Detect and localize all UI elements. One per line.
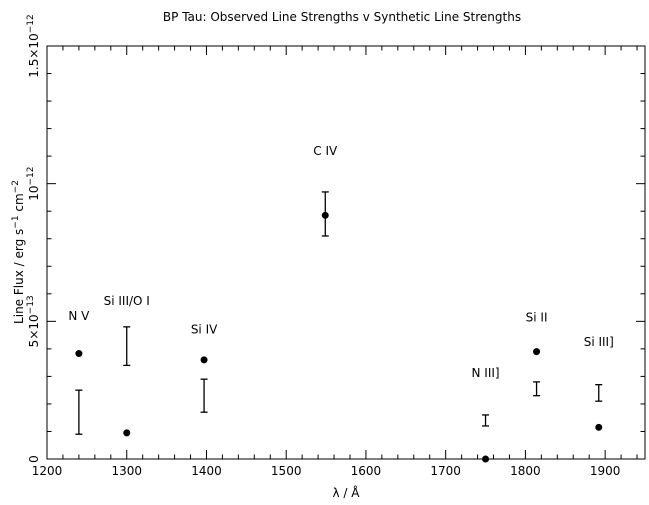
- axis-ticks: [46, 45, 645, 460]
- synthetic-range: [482, 414, 490, 427]
- observed-point: [75, 350, 83, 358]
- observed-point: [482, 455, 490, 463]
- line-label: Si III/O I: [104, 294, 150, 308]
- observed-points: [75, 211, 603, 463]
- line-label: N V: [68, 309, 90, 323]
- x-tick-label: 1400: [191, 464, 222, 478]
- x-tick-labels: 1200 1300 1400 1500 1600 1700 1800 1900: [32, 464, 621, 478]
- line-label: Si III]: [584, 335, 614, 349]
- observed-point: [321, 211, 329, 219]
- synthetic-range: [533, 381, 541, 397]
- synthetic-range: [595, 384, 603, 402]
- y-tick-label: 0: [27, 455, 41, 463]
- y-axis-label-exp2: −2: [11, 180, 21, 193]
- line-label: N III]: [471, 366, 499, 380]
- y-axis-label: Line Flux / erg s−1 cm−2: [11, 180, 26, 324]
- y-tick-label: 10−12: [26, 167, 41, 201]
- x-tick-label: 1800: [510, 464, 541, 478]
- y-tick-label: 1.5×10−12: [26, 14, 41, 77]
- x-tick-label: 1700: [430, 464, 461, 478]
- synthetic-range: [200, 378, 208, 413]
- line-labels: N V Si III/O I Si IV C IV N III] Si II Si III]: [68, 144, 613, 380]
- x-tick-label: 1600: [351, 464, 382, 478]
- chart-title: BP Tau: Observed Line Strengths v Synthe…: [163, 10, 521, 24]
- synthetic-ranges: [75, 191, 603, 435]
- synthetic-range: [75, 389, 83, 435]
- line-label: Si II: [526, 310, 548, 324]
- x-axis-label: λ / Å: [333, 485, 361, 500]
- observed-point: [595, 423, 603, 431]
- y-axis-label-mid: cm: [12, 193, 26, 215]
- synthetic-range: [123, 326, 131, 367]
- x-tick-label: 1200: [32, 464, 63, 478]
- y-tick-labels: 0 5×10−13 10−12 1.5×10−12: [26, 14, 41, 463]
- observed-point: [533, 348, 541, 356]
- x-tick-label: 1500: [271, 464, 302, 478]
- line-label: Si IV: [191, 323, 218, 337]
- y-axis-label-base: Line Flux / erg s: [12, 229, 26, 324]
- observed-point: [200, 356, 208, 364]
- observed-point: [123, 429, 131, 437]
- line-label: C IV: [313, 144, 338, 158]
- y-tick-label: 5×10−13: [26, 295, 41, 347]
- x-tick-label: 1300: [111, 464, 142, 478]
- y-axis-label-exp1: −1: [11, 215, 21, 228]
- x-tick-label: 1900: [590, 464, 621, 478]
- plot-frame: [46, 45, 646, 460]
